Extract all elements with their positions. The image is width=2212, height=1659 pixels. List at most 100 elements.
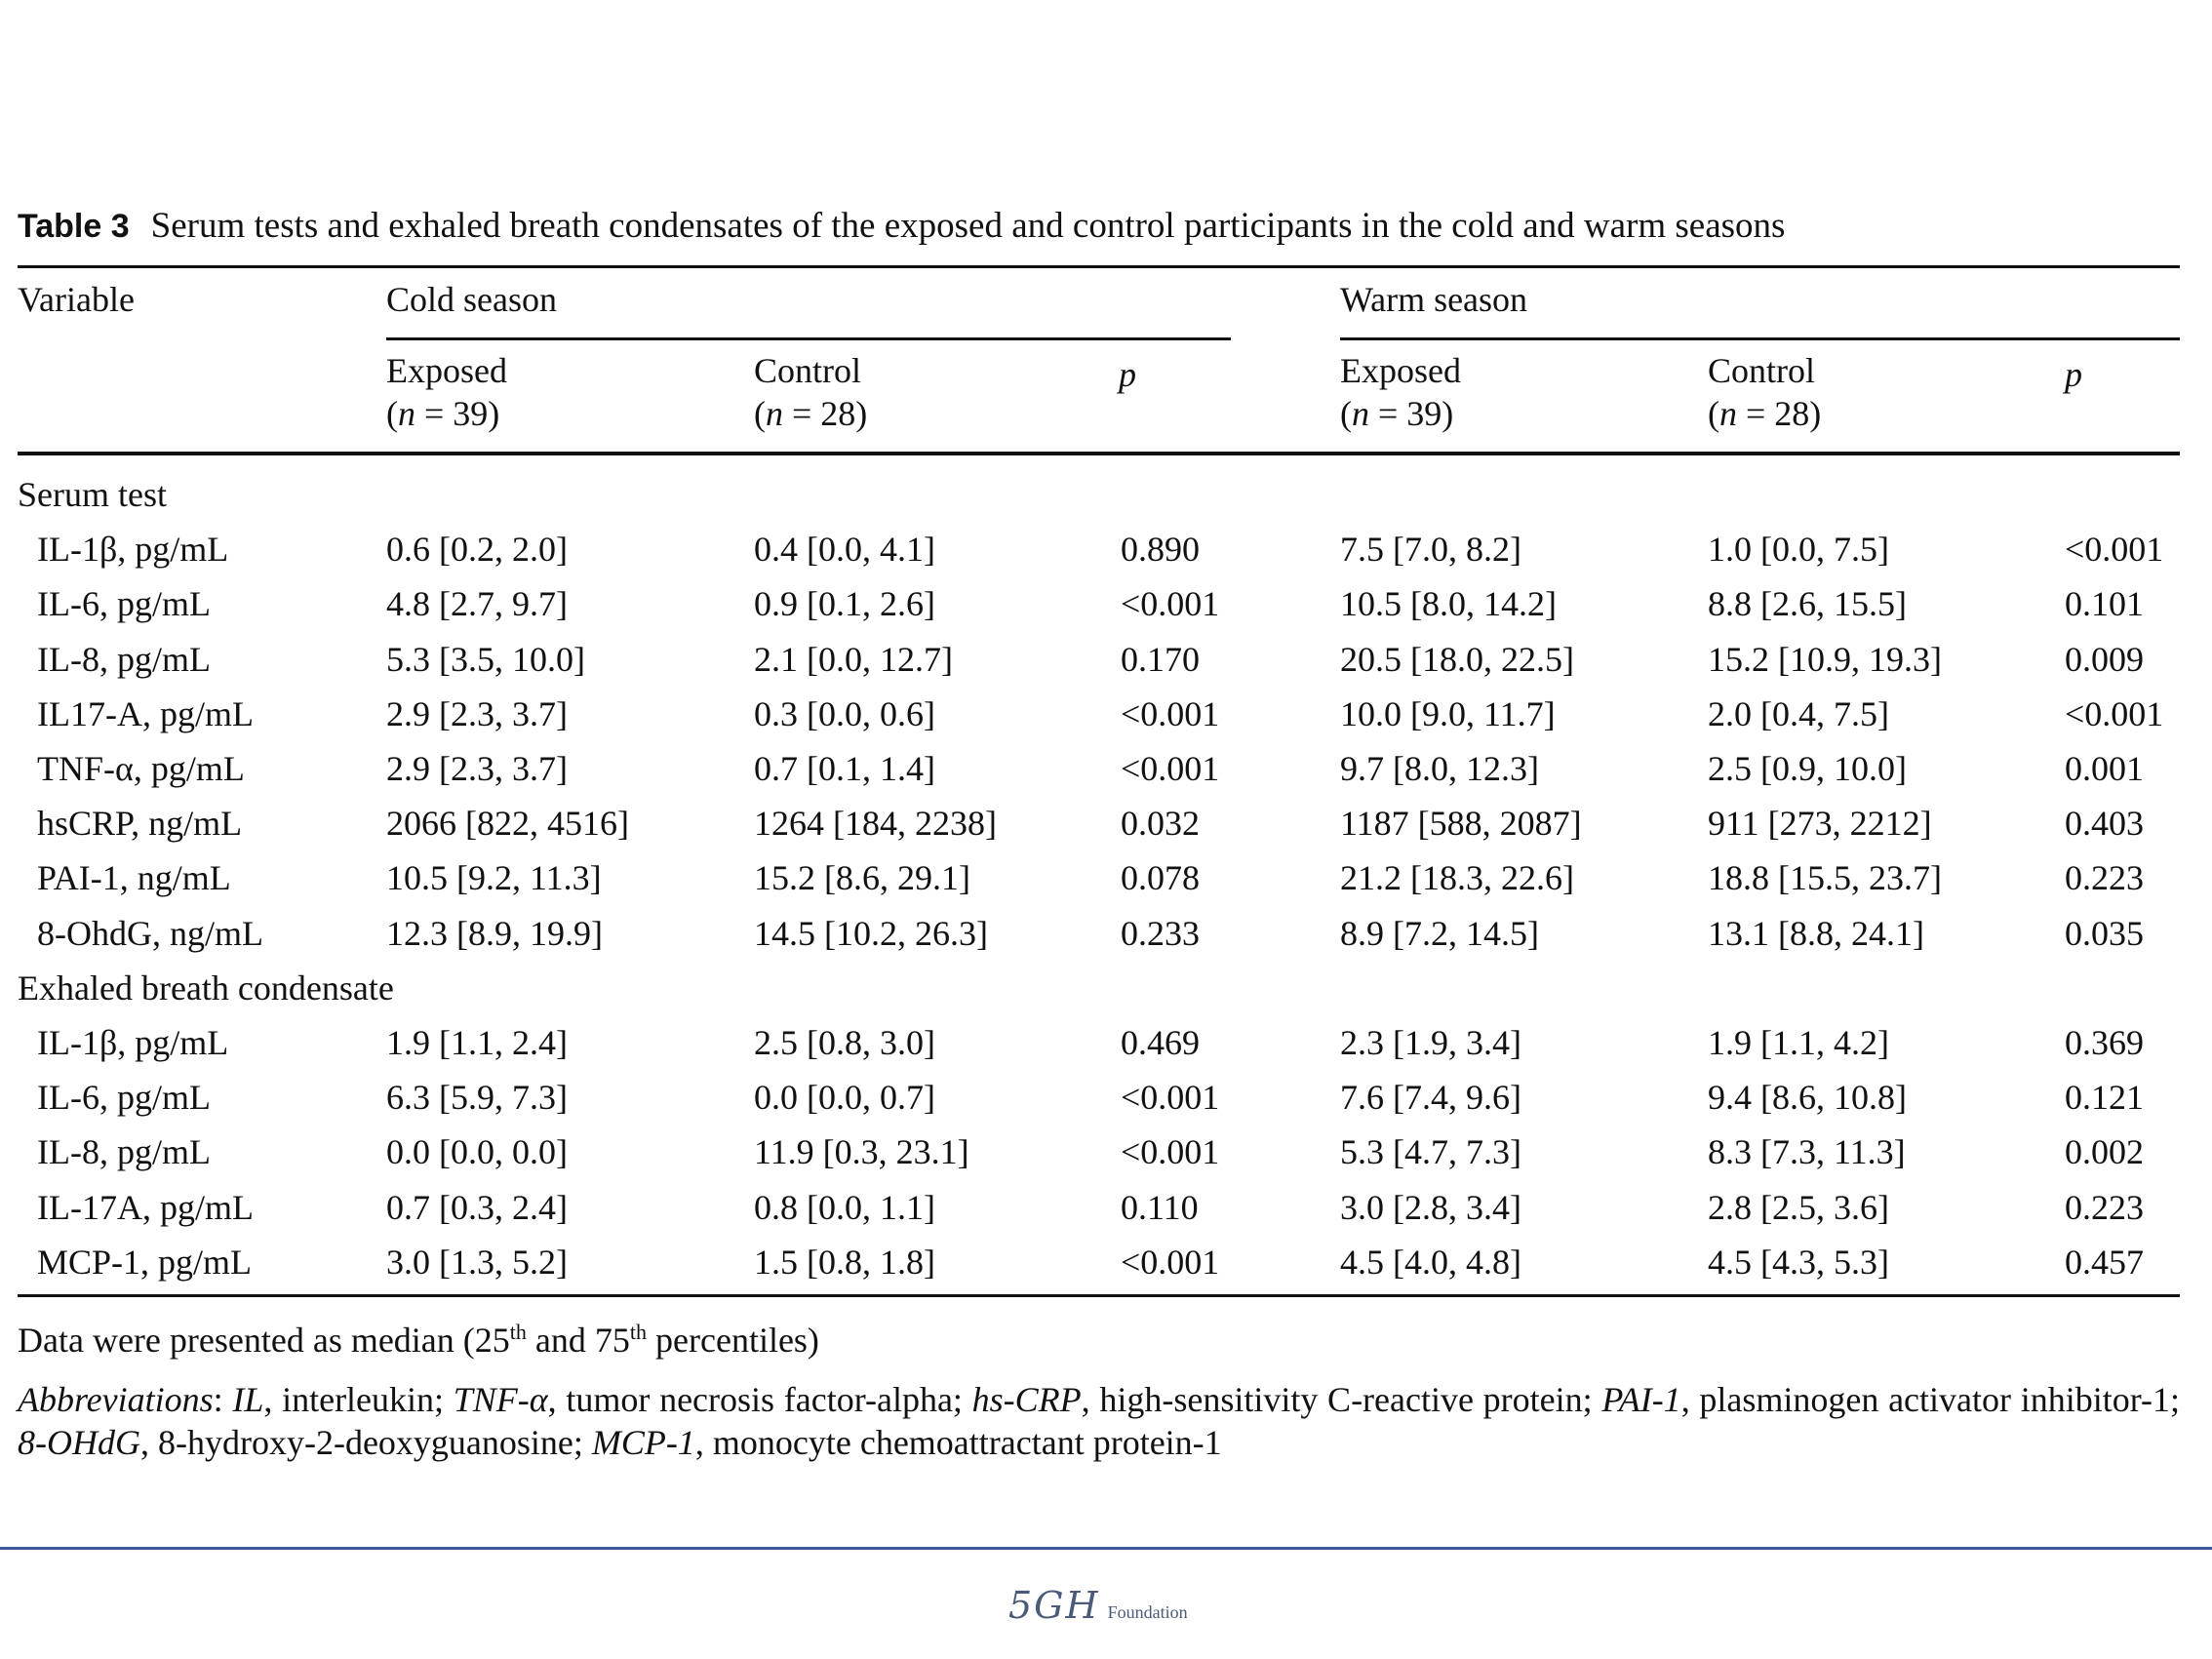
header-cold-exposed: Exposed (n = 39) <box>386 349 507 435</box>
header-variable: Variable <box>18 280 135 319</box>
header-exposed-n: (n = 39) <box>386 394 500 433</box>
abbr-definition: , 8-hydroxy-2-deoxyguanosine; <box>139 1423 592 1462</box>
header-exposed-label: Exposed <box>386 351 507 390</box>
section-title: Serum test <box>18 475 167 514</box>
abbr-definition: , interleukin; <box>263 1380 454 1419</box>
abbr-definition: : <box>213 1380 233 1419</box>
cell-cold-control: 0.0 [0.0, 0.7] <box>754 1078 935 1118</box>
header-control-n: (n = 28) <box>1708 394 1822 433</box>
cell-cold-control: 0.3 [0.0, 0.6] <box>754 693 935 733</box>
cell-variable: IL-17A, pg/mL <box>37 1187 254 1227</box>
note-sup-1: th <box>509 1320 527 1344</box>
abbr-term: hs-CRP <box>971 1380 1082 1419</box>
section-title: Exhaled breath condensate <box>18 968 394 1007</box>
header-cold-control: Control (n = 28) <box>754 349 867 435</box>
cell-cold-exposed: 0.7 [0.3, 2.4] <box>386 1187 568 1227</box>
table-row: IL-1β, pg/mL 0.6 [0.2, 2.0] 0.4 [0.0, 4.1]… <box>0 522 2212 576</box>
header-warm-season: Warm season <box>1340 280 1528 319</box>
cell-cold-p: <0.001 <box>1121 584 1220 624</box>
cell-warm-control: 13.1 [8.8, 24.1] <box>1708 913 1924 953</box>
cell-cold-exposed: 10.5 [9.2, 11.3] <box>386 858 602 898</box>
header-exposed-n: (n = 39) <box>1340 394 1454 433</box>
cell-cold-control: 1.5 [0.8, 1.8] <box>754 1242 935 1282</box>
cell-warm-p: 0.121 <box>2065 1078 2144 1118</box>
cell-variable: hsCRP, ng/mL <box>37 804 243 844</box>
table-row: 8-OhdG, ng/mL 12.3 [8.9, 19.9] 14.5 [10.2,… <box>0 906 2212 961</box>
cell-variable: IL-8, pg/mL <box>37 639 211 679</box>
cell-warm-control: 8.3 [7.3, 11.3] <box>1708 1132 1906 1172</box>
abbr-term: TNF-α <box>453 1380 548 1419</box>
cell-warm-p: 0.369 <box>2065 1023 2144 1062</box>
abbr-term: IL <box>232 1380 264 1419</box>
cell-cold-exposed: 12.3 [8.9, 19.9] <box>386 913 603 953</box>
cell-cold-p: 0.469 <box>1121 1023 1200 1062</box>
header-control-label: Control <box>1708 351 1816 390</box>
table-row: IL-8, pg/mL 5.3 [3.5, 10.0] 2.1 [0.0, 12.7… <box>0 632 2212 687</box>
cell-cold-control: 2.5 [0.8, 3.0] <box>754 1023 935 1062</box>
cell-variable: IL-6, pg/mL <box>37 1078 211 1118</box>
cell-variable: IL17-A, pg/mL <box>37 693 254 733</box>
cell-cold-p: 0.032 <box>1121 804 1200 844</box>
table-row: IL-8, pg/mL 0.0 [0.0, 0.0] 11.9 [0.3, 23.1… <box>0 1125 2212 1179</box>
cell-cold-p: <0.001 <box>1121 749 1220 788</box>
logo-word: Foundation <box>1107 1602 1188 1622</box>
section-header-row: Exhaled breath condensate <box>0 961 2212 1015</box>
table-note: Data were presented as median (25th and … <box>18 1319 819 1362</box>
table-title: Serum tests and exhaled breath condensat… <box>150 206 1786 246</box>
note-sup-2: th <box>629 1320 648 1344</box>
cell-cold-p: 0.170 <box>1121 639 1200 679</box>
abbr-term: Abbreviations <box>18 1380 214 1419</box>
warm-season-rule <box>1340 337 2180 340</box>
cell-warm-exposed: 9.7 [8.0, 12.3] <box>1340 749 1539 788</box>
cell-warm-control: 2.5 [0.9, 10.0] <box>1708 749 1907 788</box>
table-row: IL17-A, pg/mL 2.9 [2.3, 3.7] 0.3 [0.0, 0.6… <box>0 687 2212 741</box>
cell-warm-exposed: 7.6 [7.4, 9.6] <box>1340 1078 1521 1118</box>
note-prefix: Data were presented as median (25 <box>18 1321 510 1360</box>
cell-warm-p: 0.223 <box>2065 858 2144 898</box>
cell-warm-p: 0.035 <box>2065 913 2144 953</box>
table-caption: Table 3 Serum tests and exhaled breath co… <box>18 203 2183 250</box>
header-control-label: Control <box>754 351 862 390</box>
cell-warm-control: 8.8 [2.6, 15.5] <box>1708 584 1907 624</box>
abbreviations-note: Abbreviations: IL, interleukin; TNF-α, t… <box>18 1378 2180 1464</box>
cell-variable: 8-OhdG, ng/mL <box>37 913 263 953</box>
footer-rule <box>0 1547 2212 1550</box>
cell-cold-control: 14.5 [10.2, 26.3] <box>754 913 988 953</box>
table-bottom-rule <box>18 1294 2180 1297</box>
cell-warm-exposed: 21.2 [18.3, 22.6] <box>1340 858 1574 898</box>
cell-cold-p: 0.078 <box>1121 858 1200 898</box>
cell-cold-exposed: 0.0 [0.0, 0.0] <box>386 1132 568 1172</box>
cell-warm-p: 0.223 <box>2065 1187 2144 1227</box>
abbr-definition: , plasminogen activator inhibitor-1; <box>1680 1380 2180 1419</box>
cell-cold-control: 0.7 [0.1, 1.4] <box>754 749 935 788</box>
table-row: PAI-1, ng/mL 10.5 [9.2, 11.3] 15.2 [8.6, 2… <box>0 850 2212 905</box>
header-exposed-label: Exposed <box>1340 351 1461 390</box>
cell-warm-exposed: 20.5 [18.0, 22.5] <box>1340 639 1574 679</box>
header-warm-exposed: Exposed (n = 39) <box>1340 349 1461 435</box>
cell-warm-exposed: 2.3 [1.9, 3.4] <box>1340 1023 1521 1062</box>
cell-cold-control: 15.2 [8.6, 29.1] <box>754 858 970 898</box>
header-cold-season: Cold season <box>386 280 557 319</box>
cell-warm-p: 0.009 <box>2065 639 2144 679</box>
cell-warm-exposed: 1187 [588, 2087] <box>1340 804 1582 844</box>
table-row: IL-17A, pg/mL 0.7 [0.3, 2.4] 0.8 [0.0, 1.1… <box>0 1180 2212 1235</box>
abbr-term: 8-OHdG <box>18 1423 140 1462</box>
cell-warm-p: 0.101 <box>2065 584 2144 624</box>
note-middle: and 75 <box>526 1321 630 1360</box>
cell-warm-p: 0.457 <box>2065 1242 2144 1282</box>
cell-cold-control: 0.4 [0.0, 4.1] <box>754 530 935 570</box>
cell-variable: PAI-1, ng/mL <box>37 858 231 898</box>
cell-variable: IL-1β, pg/mL <box>37 1023 229 1062</box>
header-control-n: (n = 28) <box>754 394 868 433</box>
cell-warm-control: 911 [273, 2212] <box>1708 804 1932 844</box>
cell-warm-exposed: 10.0 [9.0, 11.7] <box>1340 693 1556 733</box>
abbr-definition: , monocyte chemoattractant protein-1 <box>694 1423 1222 1462</box>
cell-warm-control: 2.8 [2.5, 3.6] <box>1708 1187 1889 1227</box>
table-row: IL-6, pg/mL 6.3 [5.9, 7.3] 0.0 [0.0, 0.7] <… <box>0 1070 2212 1125</box>
cell-cold-exposed: 3.0 [1.3, 5.2] <box>386 1242 568 1282</box>
cell-warm-exposed: 3.0 [2.8, 3.4] <box>1340 1187 1521 1227</box>
section-header-row: Serum test <box>0 467 2212 522</box>
cell-warm-exposed: 10.5 [8.0, 14.2] <box>1340 584 1557 624</box>
abbr-definition: , tumor necrosis factor-alpha; <box>547 1380 972 1419</box>
cold-season-rule <box>386 337 1231 340</box>
